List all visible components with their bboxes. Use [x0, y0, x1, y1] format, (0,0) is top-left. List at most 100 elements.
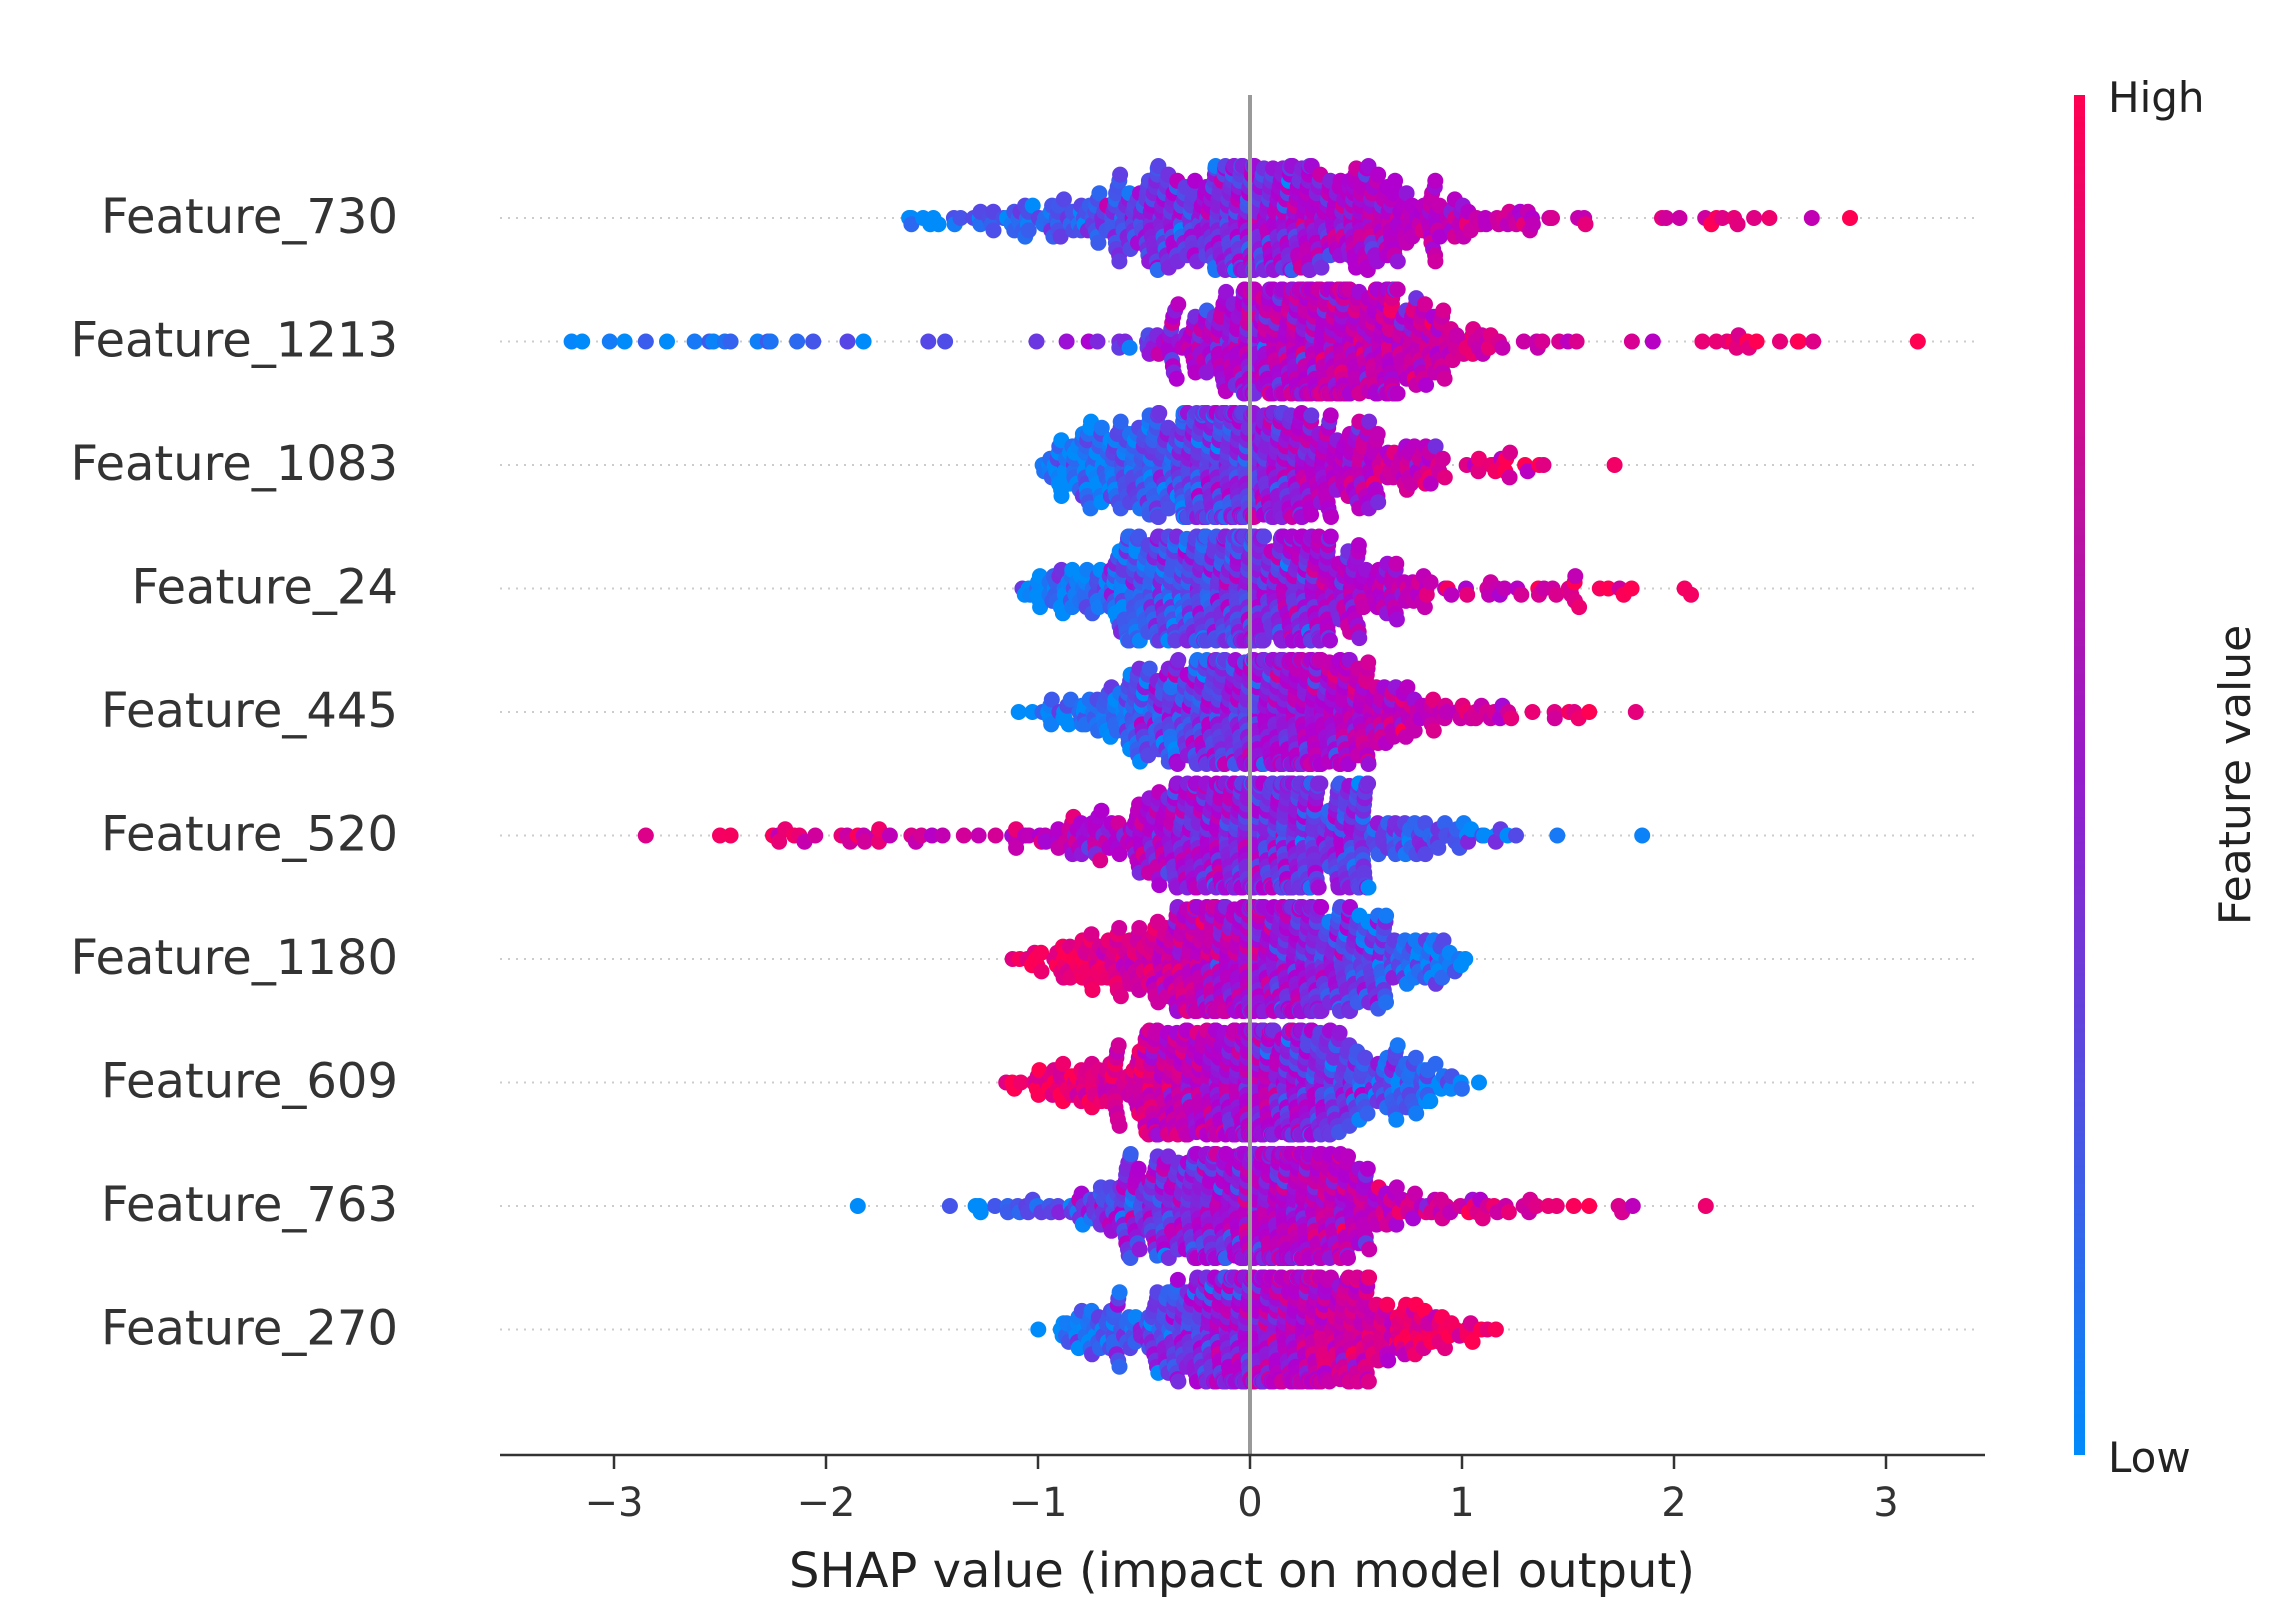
shap-point	[1549, 827, 1566, 844]
shap-point	[856, 833, 873, 850]
shap-point	[1160, 500, 1177, 517]
shap-point	[1313, 259, 1330, 276]
shap-point	[1360, 775, 1377, 792]
shap-point	[1370, 494, 1387, 511]
shap-point	[1683, 586, 1699, 603]
shap-point	[937, 333, 954, 350]
shap-point	[1422, 574, 1439, 591]
shap-point	[1351, 630, 1368, 647]
shap-point	[1418, 586, 1435, 603]
shap-point	[1577, 216, 1594, 233]
shap-point	[1010, 704, 1027, 720]
shap-point	[1515, 333, 1532, 350]
shap-point	[1508, 827, 1524, 844]
shap-point	[1425, 722, 1442, 739]
shap-point	[1534, 333, 1551, 350]
shap-point	[616, 333, 633, 350]
shap-point	[1313, 899, 1330, 915]
shap-point	[1024, 197, 1041, 214]
shap-point	[659, 333, 675, 350]
shap-point	[1091, 185, 1108, 202]
shap-point	[1431, 228, 1448, 245]
shap-point	[1322, 632, 1338, 649]
shap-point	[1112, 413, 1129, 430]
shap-point	[1322, 528, 1339, 545]
shap-point	[930, 216, 947, 233]
shap-point	[1544, 210, 1560, 226]
shap-point	[1548, 586, 1565, 603]
shap-point	[1110, 815, 1127, 832]
shap-point	[1470, 463, 1487, 480]
shap-point	[1093, 419, 1110, 436]
shap-point	[1909, 333, 1926, 350]
shap-point	[1020, 222, 1037, 239]
shap-point	[1387, 172, 1404, 189]
shap-point	[1168, 370, 1185, 387]
shap-point	[1623, 333, 1640, 350]
shap-point	[970, 827, 987, 844]
shap-point	[1170, 652, 1187, 668]
shap-point	[1436, 370, 1453, 387]
shap-point	[1151, 877, 1168, 894]
shap-point	[1369, 426, 1386, 442]
shap-point	[1033, 963, 1050, 980]
shap-point	[985, 222, 1002, 239]
shap-point	[1055, 191, 1072, 208]
shap-point	[1322, 407, 1339, 424]
shap-point	[1350, 537, 1367, 554]
shap-point	[1052, 228, 1069, 245]
shap-point	[1546, 710, 1563, 727]
shap-point	[1388, 555, 1405, 572]
shap-point	[1360, 879, 1377, 896]
shap-point	[987, 827, 1004, 844]
shap-point	[1790, 333, 1807, 350]
shap-point	[1323, 509, 1339, 525]
shap-point	[1151, 405, 1168, 421]
shap-point	[1729, 216, 1746, 233]
shap-point	[1389, 385, 1406, 402]
shap-point	[1111, 253, 1128, 270]
shap-point	[1111, 920, 1128, 936]
shap-point	[637, 827, 654, 844]
shap-point	[1370, 166, 1387, 183]
shap-point	[881, 827, 898, 844]
shap-point	[1112, 166, 1129, 183]
shap-point	[1502, 444, 1518, 461]
shap-point	[1417, 296, 1433, 313]
shap-point	[1141, 660, 1158, 677]
shap-point	[1398, 185, 1415, 202]
shap-point	[1089, 333, 1106, 350]
shap-point	[1470, 450, 1487, 467]
shap-point	[1634, 827, 1651, 844]
shap-point	[1427, 172, 1444, 189]
shap-point	[1627, 704, 1644, 720]
shap-point	[1567, 568, 1584, 585]
shap-point	[1008, 839, 1025, 856]
shap-point	[1312, 775, 1329, 792]
shap-point	[807, 827, 824, 844]
shap-point	[1600, 580, 1617, 597]
shap-point	[1535, 457, 1552, 473]
shap-point	[1435, 302, 1452, 319]
shap-point	[1714, 210, 1731, 226]
shap-point	[1355, 599, 1372, 616]
shap-point	[1503, 710, 1520, 727]
shap-point	[1399, 679, 1416, 696]
shap-point	[722, 333, 739, 350]
shap-point	[1436, 469, 1453, 486]
shap-point	[920, 333, 937, 350]
shap-point	[789, 333, 806, 350]
shap-point	[1111, 1117, 1128, 1134]
shap-point	[637, 333, 654, 350]
shap-point	[1092, 852, 1109, 869]
shap-point	[601, 333, 618, 350]
shap-point	[1360, 654, 1377, 671]
shap-point	[1418, 376, 1435, 393]
shap-point	[1111, 846, 1128, 863]
shap-point	[1694, 333, 1711, 350]
shap-point	[1457, 951, 1474, 967]
shap-point	[1093, 802, 1110, 819]
shap-point	[1360, 756, 1377, 772]
shap-point	[1389, 281, 1406, 298]
